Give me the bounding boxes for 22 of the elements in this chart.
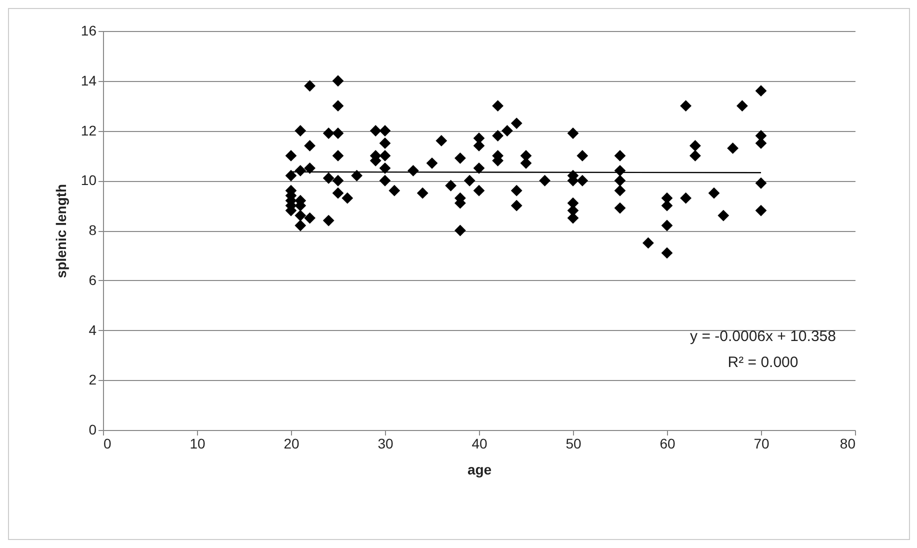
y-tick-label: 16 bbox=[80, 22, 97, 38]
y-tick-label: 2 bbox=[88, 372, 97, 388]
x-tick-label: 60 bbox=[660, 436, 676, 452]
x-axis-title: age bbox=[467, 462, 492, 478]
x-tick-label: 0 bbox=[104, 436, 112, 452]
x-tick-label: 50 bbox=[566, 436, 582, 452]
annotation: R² = 0.000 bbox=[728, 354, 798, 371]
x-tick-label: 30 bbox=[378, 436, 394, 452]
y-tick-label: 12 bbox=[80, 122, 97, 138]
x-tick-label: 40 bbox=[472, 436, 488, 452]
y-tick-label: 10 bbox=[80, 172, 97, 188]
x-tick-label: 20 bbox=[284, 436, 300, 452]
x-tick-label: 70 bbox=[754, 436, 770, 452]
y-tick-label: 4 bbox=[88, 322, 97, 338]
y-axis-title: splenic length bbox=[52, 184, 69, 278]
y-tick-label: 8 bbox=[88, 222, 97, 238]
y-tick-label: 0 bbox=[88, 422, 97, 438]
annotation: y = -0.0006x + 10.358 bbox=[690, 328, 836, 345]
y-tick-label: 14 bbox=[80, 72, 97, 88]
y-tick-label: 6 bbox=[88, 272, 97, 288]
x-tick-label: 10 bbox=[190, 436, 206, 452]
x-tick-label: 80 bbox=[840, 436, 856, 452]
